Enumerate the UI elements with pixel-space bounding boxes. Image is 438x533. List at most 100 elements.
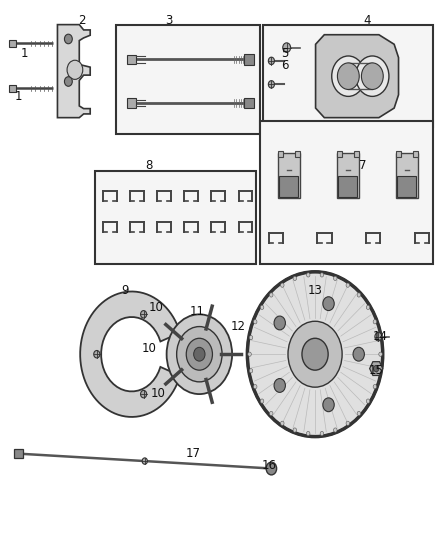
Text: 11: 11 [190,305,205,318]
Bar [295,151,300,157]
Bar [244,54,254,65]
Text: 8: 8 [145,159,153,172]
Bar [337,153,359,198]
Circle shape [64,34,72,44]
Text: 16: 16 [262,459,277,472]
Text: 13: 13 [307,284,322,297]
Circle shape [254,320,257,324]
Polygon shape [57,25,90,118]
Bar [263,25,433,127]
Circle shape [293,428,297,432]
Circle shape [283,43,290,52]
Circle shape [288,321,342,387]
Circle shape [142,458,148,464]
Circle shape [260,305,264,310]
Circle shape [332,56,365,96]
Bar [10,39,16,47]
Polygon shape [370,362,383,375]
Bar [10,85,16,92]
Text: 1: 1 [14,90,22,103]
Text: 9: 9 [121,284,129,297]
Circle shape [260,399,264,403]
Circle shape [141,311,147,318]
Circle shape [346,421,350,425]
Bar [95,171,256,264]
Circle shape [337,63,359,90]
Circle shape [67,60,83,79]
Circle shape [248,352,251,357]
Circle shape [357,411,360,416]
Circle shape [378,369,381,373]
Bar [244,98,254,108]
Circle shape [249,335,253,340]
Text: 15: 15 [369,364,384,377]
Bar [14,449,22,458]
Circle shape [186,338,212,370]
Circle shape [247,272,383,437]
Circle shape [373,384,377,389]
Text: 2: 2 [78,14,85,27]
Bar [337,151,342,157]
Circle shape [64,77,72,86]
Bar [127,55,136,64]
Circle shape [274,378,286,392]
Circle shape [302,338,328,370]
Circle shape [356,56,389,96]
Circle shape [268,80,275,88]
Circle shape [281,421,284,425]
Bar [127,98,136,108]
Circle shape [346,283,350,287]
Circle shape [373,320,377,324]
Circle shape [320,273,324,277]
Circle shape [307,273,310,277]
Circle shape [166,314,232,394]
Bar [338,176,357,197]
Circle shape [141,390,147,398]
Text: 7: 7 [359,159,367,172]
Circle shape [269,293,273,297]
Circle shape [353,348,364,361]
Circle shape [289,322,341,386]
Circle shape [375,333,382,341]
Text: 10: 10 [148,301,163,314]
Bar [413,151,417,157]
Circle shape [361,63,383,90]
Circle shape [293,276,297,280]
Polygon shape [315,35,399,118]
Circle shape [334,276,337,280]
Circle shape [323,297,334,311]
Circle shape [374,366,379,372]
Circle shape [249,369,253,373]
Bar [278,151,283,157]
Circle shape [366,305,370,310]
Bar [279,176,298,197]
Text: 3: 3 [165,14,173,27]
Text: 17: 17 [185,447,200,460]
Circle shape [194,348,205,361]
Text: 12: 12 [231,320,246,333]
Text: 14: 14 [373,330,388,343]
Bar [278,153,300,198]
Bar [397,176,416,197]
Circle shape [254,384,257,389]
Circle shape [379,352,382,357]
Bar [353,151,359,157]
Text: 10: 10 [150,386,165,400]
Bar [396,153,417,198]
Circle shape [357,293,360,297]
Circle shape [323,398,334,411]
Circle shape [334,428,337,432]
Circle shape [94,351,100,358]
Circle shape [266,462,277,475]
Bar [396,151,401,157]
Text: 4: 4 [364,14,371,27]
Circle shape [177,327,222,382]
Circle shape [307,431,310,435]
Circle shape [268,57,275,64]
Bar [117,25,261,134]
Text: 10: 10 [142,342,156,356]
Circle shape [269,411,273,416]
Text: 5: 5 [281,47,288,60]
Circle shape [366,399,370,403]
Circle shape [281,283,284,287]
